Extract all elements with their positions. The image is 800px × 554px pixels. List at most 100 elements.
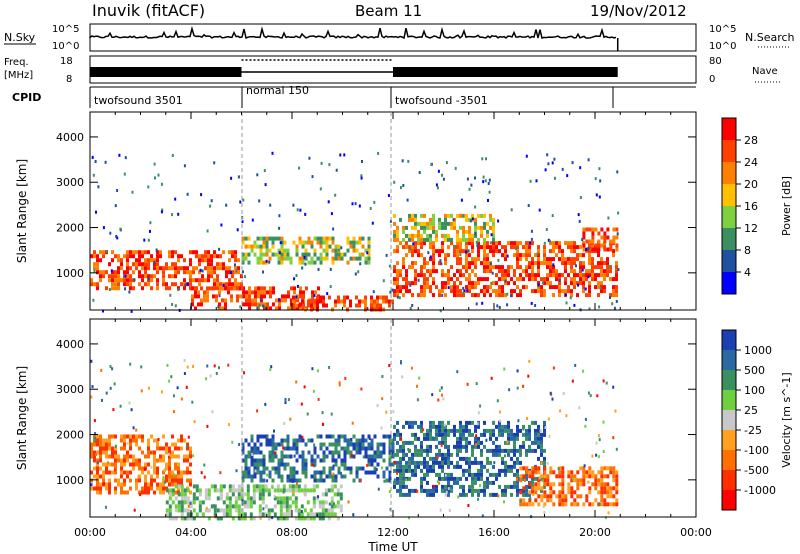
power-cell — [393, 213, 396, 218]
velocity-cell — [330, 496, 334, 501]
power-cell — [278, 251, 281, 255]
power-cell — [203, 298, 206, 303]
power-cell — [554, 176, 556, 180]
power-cell — [271, 252, 275, 257]
power-cell — [552, 265, 555, 270]
power-cell — [168, 250, 171, 255]
power-cell — [492, 249, 495, 254]
velocity-cell — [465, 460, 468, 465]
power-cell — [109, 231, 112, 235]
power-cell — [558, 245, 561, 250]
power-cell — [516, 261, 519, 266]
power-cell — [126, 250, 129, 255]
velocity-cell — [322, 458, 326, 463]
power-cell — [543, 257, 546, 262]
power-cell — [486, 241, 489, 246]
velocity-cell — [525, 488, 528, 493]
power-cell — [516, 265, 519, 270]
power-cell — [96, 270, 99, 275]
velocity-cell — [525, 502, 529, 507]
power-cell — [417, 241, 420, 246]
velocity-colorbar-tick-label: 500 — [744, 364, 765, 377]
velocity-cell — [186, 512, 190, 517]
power-cell — [94, 160, 97, 163]
velocity-cell — [310, 454, 314, 459]
power-cell — [204, 278, 207, 283]
velocity-cell — [474, 428, 477, 433]
power-cell — [603, 245, 606, 250]
velocity-cell — [247, 454, 251, 459]
velocity-cell — [259, 470, 263, 475]
power-cell — [588, 293, 591, 298]
power-cell — [414, 281, 417, 286]
velocity-cell — [304, 474, 308, 479]
power-cell — [265, 259, 268, 263]
velocity-cell — [543, 494, 547, 499]
velocity-cell — [156, 474, 159, 479]
velocity-colorbar-color-step — [722, 450, 736, 471]
velocity-cell — [294, 504, 298, 509]
velocity-cell — [108, 454, 111, 459]
power-cell — [157, 173, 160, 177]
velocity-cell — [117, 482, 120, 487]
power-cell — [268, 260, 271, 264]
power-cell — [411, 225, 414, 230]
velocity-cell — [174, 490, 177, 495]
power-cell — [436, 186, 439, 190]
power-cell — [492, 253, 495, 258]
velocity-cell — [370, 438, 374, 443]
power-cell — [600, 273, 603, 278]
cpid-row: CPID twofsound 3501 normal 150 twofsound… — [12, 84, 696, 108]
velocity-cell — [510, 492, 513, 497]
power-cell — [102, 250, 105, 255]
velocity-cell — [543, 474, 547, 479]
power-cell — [126, 262, 129, 267]
velocity-cell — [450, 476, 453, 481]
power-cell — [616, 232, 619, 236]
velocity-cell — [237, 484, 241, 489]
power-cell — [337, 248, 340, 252]
velocity-cell — [207, 516, 211, 521]
velocity-cell — [474, 456, 477, 461]
power-cell — [225, 270, 228, 275]
power-cell — [259, 297, 262, 301]
velocity-cell — [504, 468, 507, 473]
velocity-cell — [114, 490, 117, 495]
power-cell — [274, 236, 278, 241]
velocity-cell — [411, 460, 414, 465]
velocity-cell — [327, 488, 331, 493]
power-cell — [257, 294, 260, 299]
velocity-cell — [159, 486, 162, 491]
velocity-cell — [267, 508, 271, 513]
power-cell — [327, 200, 330, 204]
velocity-cell — [408, 460, 411, 465]
power-cell — [591, 269, 594, 274]
velocity-cell — [265, 438, 269, 443]
power-cell — [555, 269, 558, 274]
power-cell — [495, 249, 498, 254]
velocity-cell — [459, 436, 462, 441]
power-cell — [248, 294, 251, 299]
velocity-cell — [453, 464, 456, 469]
power-cell — [388, 264, 391, 268]
velocity-cell — [525, 432, 528, 437]
power-cell — [126, 254, 129, 259]
velocity-cell — [246, 492, 250, 497]
power-cell — [334, 252, 338, 257]
power-cell — [265, 236, 269, 241]
power-cell — [534, 261, 537, 266]
power-cell — [201, 269, 204, 273]
power-cell — [105, 270, 108, 275]
power-cell — [432, 269, 435, 274]
power-cell — [301, 256, 305, 261]
velocity-cell — [561, 502, 565, 507]
velocity-cell — [183, 458, 186, 463]
velocity-cell — [228, 484, 232, 489]
velocity-cell — [441, 420, 444, 425]
velocity-cell — [588, 474, 592, 479]
power-cell — [570, 293, 573, 298]
power-cell — [168, 274, 171, 279]
velocity-cell — [391, 450, 395, 455]
velocity-cell — [253, 446, 257, 451]
velocity-cell — [286, 446, 290, 451]
